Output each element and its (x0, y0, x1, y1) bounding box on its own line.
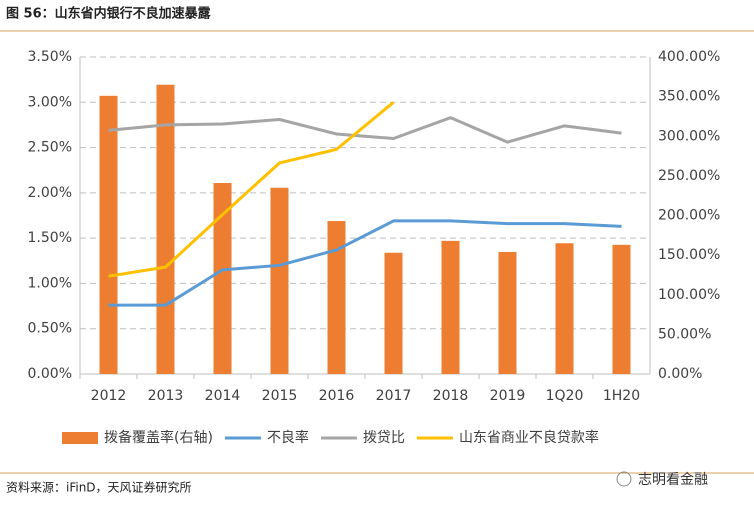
y2-tick-label: 100.00% (658, 287, 720, 303)
x-tick-label: 2019 (490, 388, 526, 404)
y2-tick-label: 150.00% (658, 247, 720, 263)
bar (555, 243, 574, 374)
x-tick-label: 2018 (433, 388, 469, 404)
legend-label: 山东省商业不良贷款率 (459, 429, 599, 446)
bar (441, 240, 460, 374)
y2-tick-label: 350.00% (658, 89, 720, 105)
x-tick-label: 2012 (91, 388, 127, 404)
x-tick-label: 1H20 (603, 388, 640, 404)
watermark-icon (616, 471, 632, 487)
x-tick-label: 2016 (319, 388, 355, 404)
line (108, 101, 395, 278)
y2-tick-label: 400.00% (658, 49, 720, 65)
line (108, 116, 622, 144)
bar (213, 183, 232, 374)
chart-title: 图 56：山东省内银行不良加速暴露 (6, 6, 212, 22)
y2-tick-label: 50.00% (658, 326, 711, 342)
x-tick-label: 2015 (262, 388, 298, 404)
bar (327, 221, 346, 374)
watermark: 志明看金融 (638, 472, 708, 488)
bar (498, 251, 517, 374)
x-tick-label: 2014 (205, 388, 241, 404)
legend-label: 不良率 (267, 429, 309, 446)
bar (384, 252, 403, 374)
y-tick-label: 0.50% (28, 321, 72, 337)
y-tick-label: 3.50% (28, 49, 72, 65)
legend-label: 拨备覆盖率(右轴) (104, 429, 213, 446)
line (108, 219, 622, 307)
source: 资料来源：iFinD，天风证券研究所 (6, 480, 192, 495)
bar (612, 244, 631, 374)
bar (156, 84, 175, 375)
y2-tick-label: 200.00% (658, 208, 720, 224)
y-tick-label: 3.00% (28, 94, 72, 110)
legend-label: 拨贷比 (363, 430, 405, 446)
y2-tick-label: 250.00% (658, 168, 720, 184)
y-tick-label: 1.50% (28, 230, 72, 246)
x-tick-label: 2017 (376, 388, 412, 404)
legend-swatch (62, 432, 98, 444)
y-tick-label: 1.00% (28, 275, 72, 291)
y2-tick-label: 0.00% (658, 366, 702, 382)
y-tick-label: 0.00% (28, 366, 72, 382)
y-tick-label: 2.50% (28, 140, 72, 156)
y2-tick-label: 300.00% (658, 128, 720, 144)
x-tick-label: 2013 (148, 388, 184, 404)
bar (99, 95, 118, 375)
bar (270, 187, 289, 374)
y-tick-label: 2.00% (28, 185, 72, 201)
x-tick-label: 1Q20 (546, 388, 584, 404)
